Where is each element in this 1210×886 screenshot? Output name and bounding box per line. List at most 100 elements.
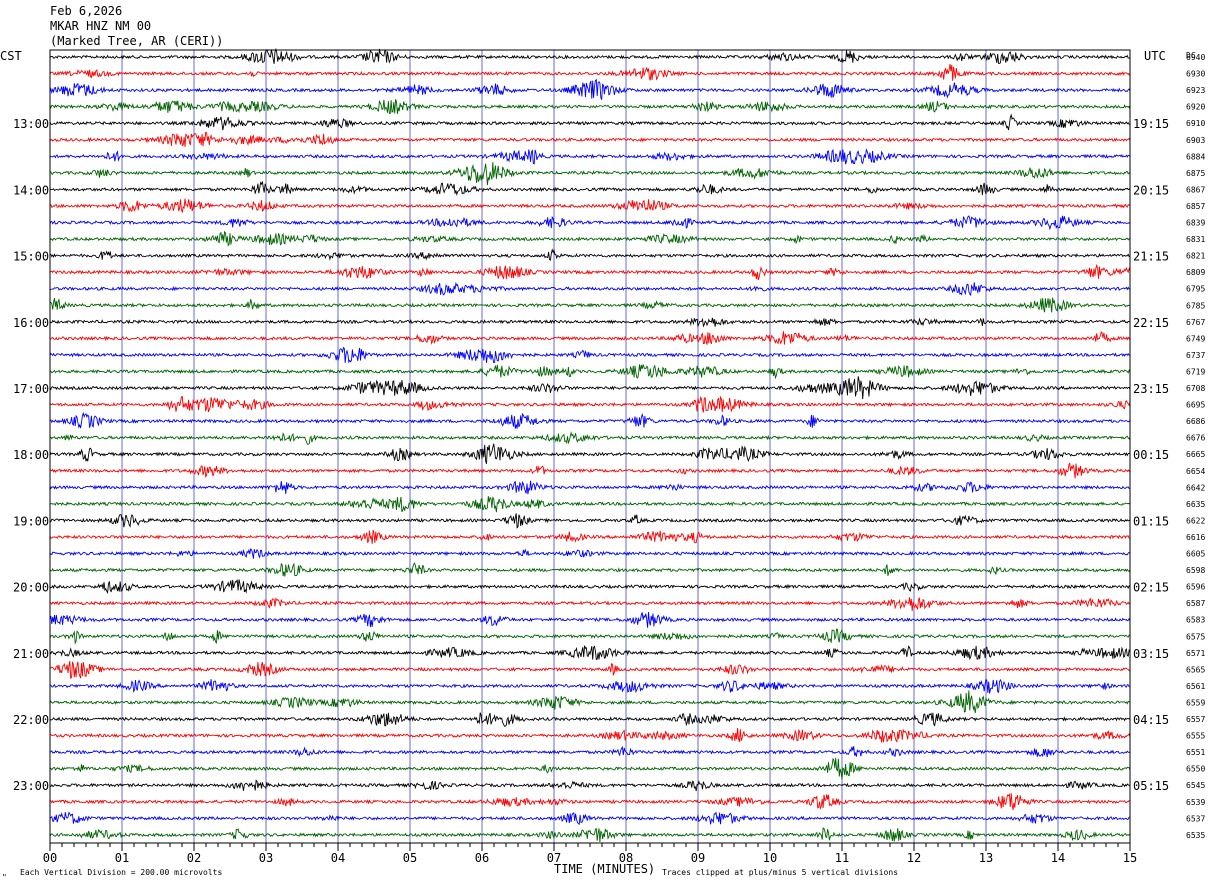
cst-time-label: 21:00	[13, 647, 49, 661]
trace-row	[49, 690, 1130, 713]
utc-time-label: 01:15	[1133, 514, 1169, 528]
trace-row	[49, 745, 1131, 758]
dc-value: 6642	[1186, 483, 1205, 492]
trace-row	[49, 331, 1131, 345]
dc-value: 6795	[1186, 285, 1205, 294]
trace-row	[49, 548, 1131, 559]
dc-value: 6616	[1186, 533, 1205, 542]
cst-time-label: 17:00	[13, 382, 49, 396]
trace-row	[49, 562, 1131, 577]
dc-value: 6839	[1186, 219, 1205, 228]
dc-value: 6539	[1186, 798, 1205, 807]
x-tick-label: 15	[1123, 851, 1137, 865]
cst-time-label: 15:00	[13, 250, 49, 264]
dc-value: 6821	[1186, 252, 1205, 261]
trace-row	[49, 248, 1131, 261]
cst-time-label: 16:00	[13, 316, 49, 330]
dc-value: 6695	[1186, 401, 1205, 410]
dc-value: 6719	[1186, 367, 1205, 376]
dc-value: 6884	[1186, 152, 1205, 161]
trace-row	[49, 376, 1131, 400]
cst-time-label: 22:00	[13, 713, 49, 727]
trace-row	[49, 677, 1131, 694]
x-axis-title: TIME (MINUTES)	[554, 862, 655, 876]
trace-row	[49, 661, 1131, 680]
x-tick-label: 10	[763, 851, 777, 865]
x-tick-label: 06	[475, 851, 489, 865]
dc-value: 6557	[1186, 715, 1205, 724]
x-tick-label: 04	[331, 851, 345, 865]
trace-row	[49, 431, 1131, 445]
trace-row	[49, 645, 1131, 661]
x-tick-label: 02	[187, 851, 201, 865]
trace-row	[49, 827, 1131, 843]
scale-note: Each Vertical Division = 200.00 microvol…	[20, 868, 222, 877]
cst-time-label: 20:00	[13, 581, 49, 595]
trace-row	[49, 712, 1131, 727]
header-station: MKAR HNZ NM 00	[50, 19, 152, 33]
trace-row	[49, 811, 1131, 825]
dc-value: 6596	[1186, 583, 1205, 592]
trace-row	[49, 215, 1131, 231]
plot-frame	[49, 49, 1131, 844]
utc-time-label: 04:15	[1133, 713, 1169, 727]
dc-value: 6903	[1186, 136, 1205, 145]
dc-value: 6665	[1186, 450, 1205, 459]
trace-row	[49, 496, 1131, 513]
dc-value: 6565	[1186, 665, 1205, 674]
corner-mark: "	[2, 873, 7, 882]
trace-row	[49, 297, 1131, 313]
trace-row	[49, 317, 1131, 328]
trace-row	[49, 727, 1131, 743]
cst-label: CST	[0, 49, 22, 63]
x-tick-label: 08	[619, 851, 633, 865]
trace-row	[49, 230, 1131, 247]
trace-row	[49, 462, 1131, 479]
x-tick-label: 01	[115, 851, 129, 865]
trace-row	[49, 113, 1131, 131]
dc-value: 6587	[1186, 599, 1205, 608]
axis-labels: 00 01 02 03 04 05 06 07 08 09 10 11 12 13 14 15 6940 6930…	[13, 53, 1205, 865]
trace-row	[49, 513, 1131, 529]
dc-value: 6875	[1186, 169, 1205, 178]
trace-row	[49, 480, 1131, 495]
trace-row	[49, 131, 1131, 147]
trace-row	[49, 63, 1131, 81]
grid-lines	[49, 50, 1131, 851]
cst-time-label: 18:00	[13, 448, 49, 462]
trace-rows	[49, 47, 1131, 843]
dc-value: 6535	[1186, 831, 1205, 840]
trace-row	[49, 364, 1131, 380]
dc-value: 6575	[1186, 632, 1205, 641]
dc-value: 6598	[1186, 566, 1205, 575]
dc-value: 6767	[1186, 318, 1205, 327]
trace-row	[49, 281, 1131, 296]
dc-value: 6654	[1186, 467, 1205, 476]
dc-value: 6857	[1186, 202, 1205, 211]
dc-value: 6940	[1186, 53, 1205, 62]
utc-time-label: 02:15	[1133, 581, 1169, 595]
dc-value: 6561	[1186, 682, 1205, 691]
utc-time-label: 22:15	[1133, 316, 1169, 330]
trace-row	[49, 611, 1131, 628]
utc-time-label: 21:15	[1133, 250, 1169, 264]
dc-value: 6555	[1186, 732, 1205, 741]
clip-note: Traces clipped at plus/minus 5 vertical …	[662, 868, 898, 877]
trace-row	[49, 443, 1131, 464]
trace-row	[49, 198, 1131, 213]
dc-value: 6920	[1186, 103, 1205, 112]
x-tick-label: 05	[403, 851, 417, 865]
x-tick-label: 03	[259, 851, 273, 865]
utc-time-label: 00:15	[1133, 448, 1169, 462]
trace-row	[49, 411, 1131, 429]
dc-value: 6749	[1186, 334, 1205, 343]
trace-row	[49, 99, 1131, 114]
trace-row	[49, 78, 1131, 100]
x-tick-label: 09	[691, 851, 705, 865]
x-tick-label: 11	[835, 851, 849, 865]
x-tick-label: 13	[979, 851, 993, 865]
trace-row	[49, 346, 1131, 364]
utc-label: UTC	[1144, 49, 1166, 63]
trace-row	[49, 263, 1131, 281]
